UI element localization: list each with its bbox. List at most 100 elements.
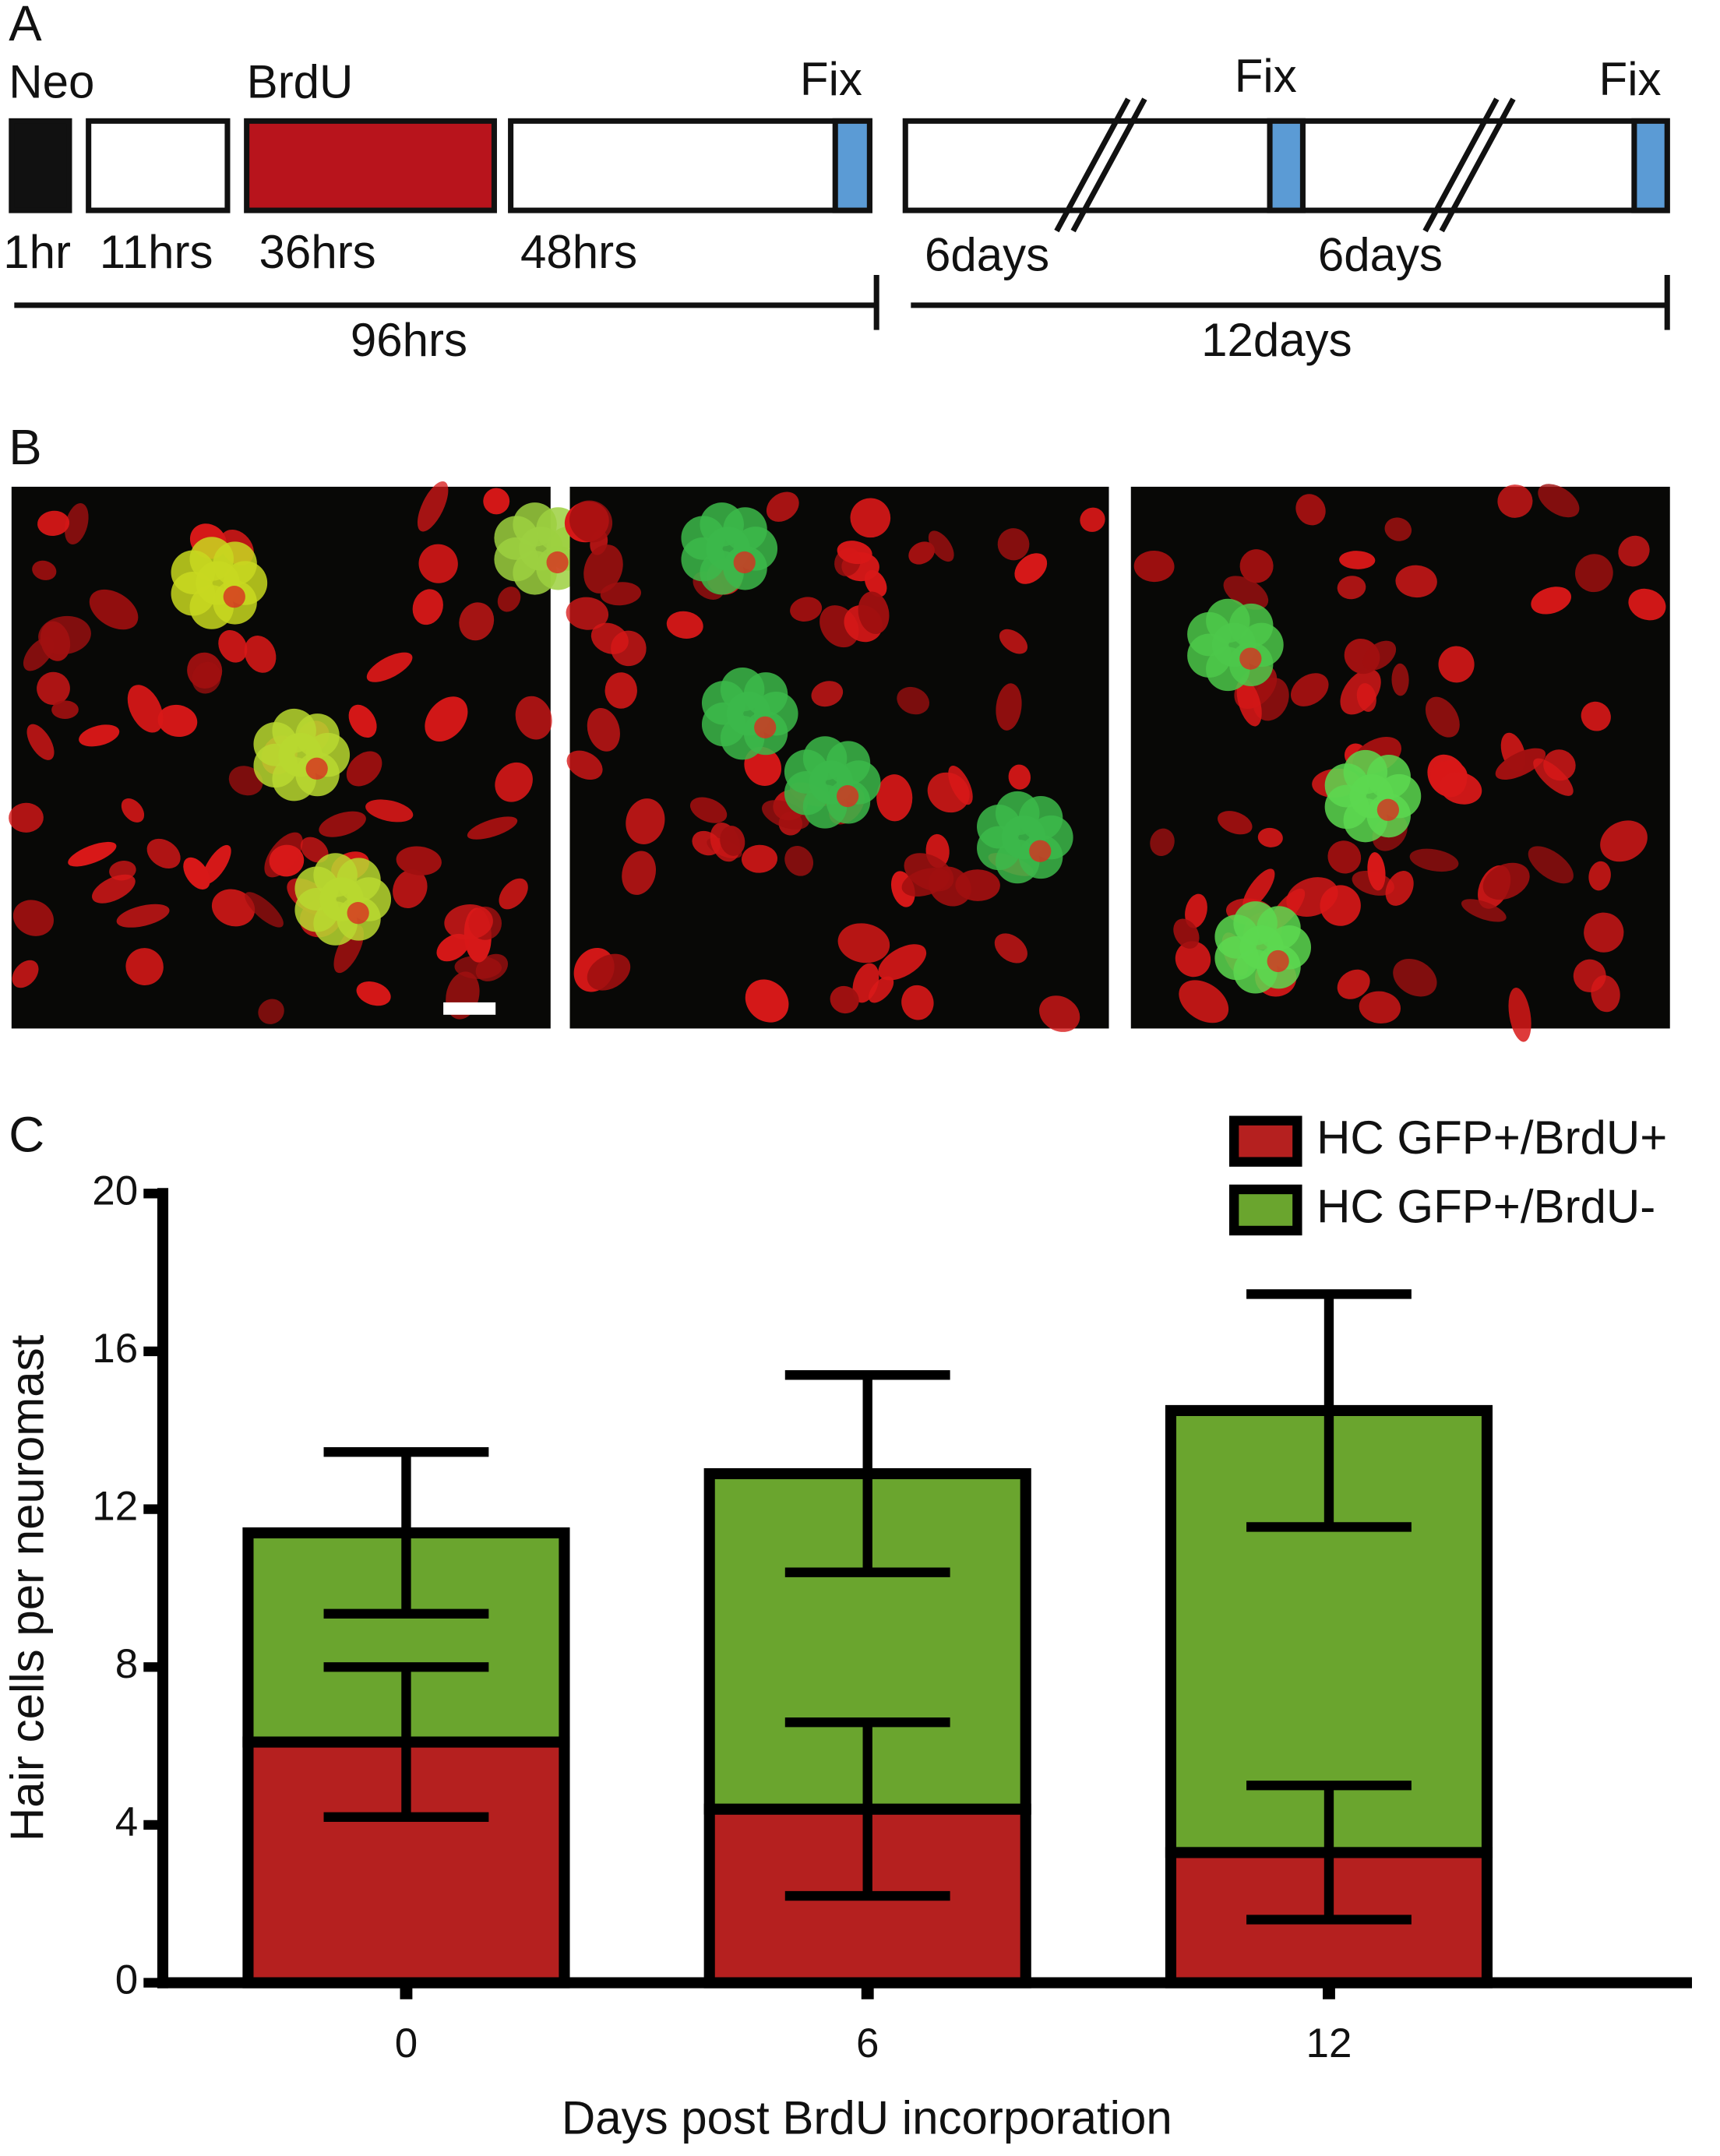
nucleus	[1628, 588, 1666, 621]
fix-box	[1631, 118, 1670, 213]
nucleus	[1295, 494, 1326, 526]
nucleus	[425, 696, 468, 742]
nucleus	[590, 622, 629, 654]
nucleus	[811, 681, 844, 707]
fix-label: Fix	[800, 53, 862, 105]
nucleus	[116, 904, 170, 928]
break	[1422, 97, 1500, 233]
nucleus	[666, 611, 703, 639]
y-tick-label: 12	[92, 1484, 138, 1530]
nucleus	[1257, 827, 1283, 847]
error-bar	[784, 1717, 950, 1901]
x-tick-label: 12	[1306, 2020, 1352, 2066]
fix-box	[832, 118, 872, 213]
box	[508, 118, 872, 213]
panel-label: A	[9, 0, 42, 51]
nucleus	[1384, 517, 1412, 541]
timeline	[9, 97, 1670, 330]
error-bar	[323, 1662, 489, 1822]
nucleus	[1218, 811, 1253, 835]
nucleus	[436, 933, 470, 962]
duration: 36hrs	[259, 226, 376, 278]
nucleus	[583, 544, 623, 594]
nucleus	[26, 724, 55, 760]
nucleus	[269, 844, 305, 877]
nucleus	[1337, 576, 1366, 600]
nucleus	[837, 923, 890, 964]
nucleus	[515, 696, 552, 740]
legend-label: HC GFP+/BrdU+	[1316, 1111, 1667, 1164]
nucleus	[1393, 958, 1437, 997]
nucleus	[901, 868, 950, 897]
nucleus	[37, 671, 70, 706]
nucleus	[1391, 663, 1409, 696]
nucleus	[928, 530, 954, 562]
nucleus	[1385, 871, 1414, 906]
nucleus	[1029, 840, 1052, 862]
nucleus	[1327, 840, 1362, 874]
nucleus	[741, 844, 778, 873]
nucleus	[1039, 995, 1080, 1032]
nucleus	[1362, 640, 1397, 671]
nucleus	[1339, 551, 1376, 569]
nucleus	[1179, 980, 1229, 1023]
nucleus	[1439, 772, 1482, 805]
nucleus	[192, 661, 221, 694]
nucleus	[626, 798, 665, 844]
nucleus	[790, 597, 823, 622]
break	[1054, 97, 1131, 233]
nucleus	[1337, 969, 1370, 999]
break	[1439, 97, 1516, 233]
fix-label: Fix	[1599, 53, 1662, 105]
nucleus	[499, 878, 528, 910]
nucleus	[319, 811, 366, 837]
nucleus	[850, 498, 891, 538]
nucleus	[1133, 551, 1175, 583]
nucleus	[258, 999, 284, 1024]
nucleus	[622, 851, 657, 895]
duration: 48hrs	[520, 226, 637, 278]
nucleus	[1543, 749, 1576, 781]
nucleus	[587, 708, 620, 752]
nucleus	[1253, 677, 1289, 721]
panel-label: B	[9, 420, 41, 475]
nucleus	[1538, 484, 1580, 518]
nucleus	[566, 750, 603, 780]
nucleus	[300, 837, 329, 863]
nucleus	[1461, 899, 1507, 922]
scale-bar	[443, 1002, 496, 1015]
nucleus	[996, 683, 1022, 731]
nucleus	[1014, 553, 1048, 584]
nucleus	[1482, 862, 1530, 900]
error-bar	[323, 1446, 489, 1619]
micrographs	[9, 481, 1670, 1042]
nucleus	[1425, 696, 1460, 738]
nucleus	[1376, 798, 1399, 821]
nucleus	[347, 902, 369, 925]
nucleus	[1581, 701, 1611, 731]
fix-box	[1267, 118, 1306, 213]
chart: 0 4 8 12 16 20 0 6 12 Days post BrdU incorporatio…	[1, 1111, 1693, 2144]
nucleus	[467, 816, 518, 840]
nucleus	[157, 704, 198, 738]
nucleus	[1495, 748, 1546, 780]
nucleus	[566, 597, 609, 630]
nucleus	[830, 985, 859, 1014]
nucleus	[32, 560, 57, 580]
nucleus	[1080, 507, 1105, 532]
nucleus	[766, 491, 799, 522]
nucleus	[1531, 587, 1571, 615]
nucleus	[348, 704, 377, 738]
nucleus	[1528, 846, 1574, 884]
y-tick-label: 20	[92, 1168, 138, 1214]
nucleus	[183, 857, 210, 890]
nucleus	[51, 700, 79, 719]
nucleus	[858, 591, 890, 634]
nucleus	[218, 630, 248, 663]
neo-box	[9, 118, 72, 213]
nucleus	[1575, 554, 1613, 593]
nucleus	[1359, 991, 1401, 1023]
nucleus	[37, 510, 70, 537]
nucleus	[483, 488, 510, 515]
nucleus	[495, 762, 533, 802]
